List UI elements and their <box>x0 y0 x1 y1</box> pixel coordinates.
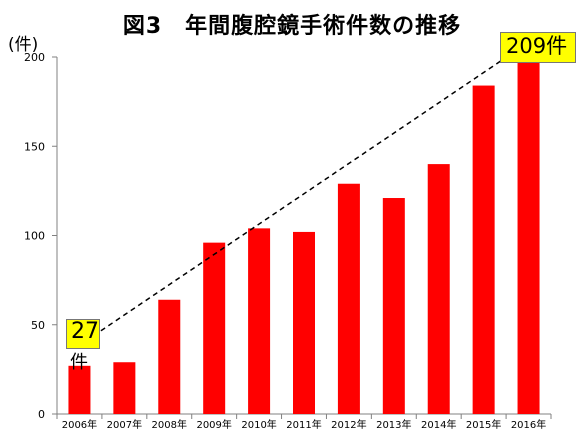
y-tick-label: 100 <box>24 230 45 243</box>
bar <box>203 242 226 414</box>
y-axis-unit-label: (件) <box>8 35 39 55</box>
x-tick-label: 2009年 <box>196 418 231 431</box>
start-value-callout: 27 <box>66 319 100 349</box>
x-tick-label: 2013年 <box>376 418 411 431</box>
y-tick-label: 200 <box>24 51 45 64</box>
trend-arrow <box>93 44 526 337</box>
x-tick-label: 2015年 <box>466 418 501 431</box>
x-tick-label: 2010年 <box>241 418 276 431</box>
bar <box>472 85 495 414</box>
y-tick-label: 150 <box>24 140 45 153</box>
y-tick-label: 50 <box>31 319 45 332</box>
bar <box>248 228 271 414</box>
end-value-callout: 209件 <box>500 32 576 63</box>
bar <box>293 231 315 414</box>
bar <box>382 198 405 414</box>
bar <box>427 164 450 414</box>
x-tick-label: 2014年 <box>421 418 456 431</box>
bar <box>158 299 181 414</box>
x-tick-label: 2012年 <box>331 418 366 431</box>
bar <box>68 365 91 414</box>
start-value-unit: 件 <box>70 352 88 373</box>
x-tick-label: 2011年 <box>286 418 321 431</box>
bar <box>517 40 540 415</box>
x-tick-label: 2007年 <box>107 418 142 431</box>
bar <box>113 362 136 414</box>
bar <box>337 183 360 414</box>
x-tick-label: 2008年 <box>152 418 187 431</box>
x-tick-label: 2016年 <box>511 418 546 431</box>
chart-title: 図3 年間腹腔鏡手術件数の推移 <box>122 14 462 39</box>
y-tick-label: 0 <box>38 408 45 421</box>
x-tick-label: 2006年 <box>62 418 97 431</box>
